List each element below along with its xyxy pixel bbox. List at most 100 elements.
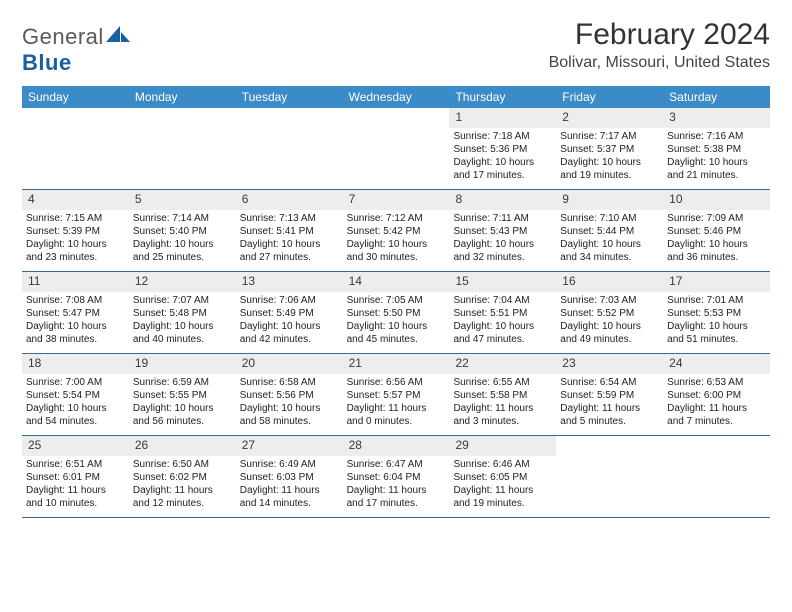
weekday-header-row: SundayMondayTuesdayWednesdayThursdayFrid…: [22, 86, 770, 108]
day-cell: 10Sunrise: 7:09 AMSunset: 5:46 PMDayligh…: [663, 190, 770, 271]
day-cell: [236, 108, 343, 189]
day-details: Sunrise: 7:15 AMSunset: 5:39 PMDaylight:…: [22, 210, 129, 268]
sunset-text: Sunset: 6:00 PM: [667, 389, 766, 402]
day-cell: 20Sunrise: 6:58 AMSunset: 5:56 PMDayligh…: [236, 354, 343, 435]
day-number: 19: [129, 354, 236, 374]
brand-blue: Blue: [22, 50, 72, 75]
sunset-text: Sunset: 5:59 PM: [560, 389, 659, 402]
sunset-text: Sunset: 5:44 PM: [560, 225, 659, 238]
sunrise-text: Sunrise: 6:53 AM: [667, 376, 766, 389]
day-number: 27: [236, 436, 343, 456]
day-cell: 29Sunrise: 6:46 AMSunset: 6:05 PMDayligh…: [449, 436, 556, 517]
sunrise-text: Sunrise: 7:01 AM: [667, 294, 766, 307]
sunset-text: Sunset: 5:54 PM: [26, 389, 125, 402]
day-details: Sunrise: 7:04 AMSunset: 5:51 PMDaylight:…: [449, 292, 556, 350]
sunrise-text: Sunrise: 6:56 AM: [347, 376, 446, 389]
sunset-text: Sunset: 5:40 PM: [133, 225, 232, 238]
sunrise-text: Sunrise: 7:17 AM: [560, 130, 659, 143]
day-cell: 2Sunrise: 7:17 AMSunset: 5:37 PMDaylight…: [556, 108, 663, 189]
weekday-header: Saturday: [663, 86, 770, 108]
day-cell: 28Sunrise: 6:47 AMSunset: 6:04 PMDayligh…: [343, 436, 450, 517]
day-number: 1: [449, 108, 556, 128]
day-number: 3: [663, 108, 770, 128]
day-number: 16: [556, 272, 663, 292]
sunrise-text: Sunrise: 7:15 AM: [26, 212, 125, 225]
day-details: Sunrise: 6:55 AMSunset: 5:58 PMDaylight:…: [449, 374, 556, 432]
weeks-container: 1Sunrise: 7:18 AMSunset: 5:36 PMDaylight…: [22, 108, 770, 518]
title-block: February 2024 Bolivar, Missouri, United …: [549, 18, 770, 72]
day-cell: [663, 436, 770, 517]
daylight-text: Daylight: 10 hours and 42 minutes.: [240, 320, 339, 346]
day-cell: [343, 108, 450, 189]
sunrise-text: Sunrise: 7:00 AM: [26, 376, 125, 389]
day-cell: 18Sunrise: 7:00 AMSunset: 5:54 PMDayligh…: [22, 354, 129, 435]
daylight-text: Daylight: 10 hours and 51 minutes.: [667, 320, 766, 346]
sunrise-text: Sunrise: 7:03 AM: [560, 294, 659, 307]
sunrise-text: Sunrise: 7:10 AM: [560, 212, 659, 225]
day-details: Sunrise: 7:13 AMSunset: 5:41 PMDaylight:…: [236, 210, 343, 268]
day-number: 11: [22, 272, 129, 292]
day-number: 15: [449, 272, 556, 292]
day-details: Sunrise: 6:54 AMSunset: 5:59 PMDaylight:…: [556, 374, 663, 432]
day-cell: 8Sunrise: 7:11 AMSunset: 5:43 PMDaylight…: [449, 190, 556, 271]
sunset-text: Sunset: 5:48 PM: [133, 307, 232, 320]
sunset-text: Sunset: 5:51 PM: [453, 307, 552, 320]
sunset-text: Sunset: 5:46 PM: [667, 225, 766, 238]
daylight-text: Daylight: 10 hours and 58 minutes.: [240, 402, 339, 428]
day-cell: 22Sunrise: 6:55 AMSunset: 5:58 PMDayligh…: [449, 354, 556, 435]
week-row: 1Sunrise: 7:18 AMSunset: 5:36 PMDaylight…: [22, 108, 770, 190]
sunset-text: Sunset: 5:38 PM: [667, 143, 766, 156]
weekday-header: Sunday: [22, 86, 129, 108]
day-details: Sunrise: 6:47 AMSunset: 6:04 PMDaylight:…: [343, 456, 450, 514]
sunrise-text: Sunrise: 7:18 AM: [453, 130, 552, 143]
brand-general: General: [22, 24, 104, 49]
day-details: Sunrise: 6:51 AMSunset: 6:01 PMDaylight:…: [22, 456, 129, 514]
sunset-text: Sunset: 5:49 PM: [240, 307, 339, 320]
sunset-text: Sunset: 5:52 PM: [560, 307, 659, 320]
day-number: 18: [22, 354, 129, 374]
day-details: Sunrise: 7:10 AMSunset: 5:44 PMDaylight:…: [556, 210, 663, 268]
day-number: 21: [343, 354, 450, 374]
day-number: 20: [236, 354, 343, 374]
sunrise-text: Sunrise: 7:05 AM: [347, 294, 446, 307]
daylight-text: Daylight: 10 hours and 40 minutes.: [133, 320, 232, 346]
day-details: Sunrise: 7:03 AMSunset: 5:52 PMDaylight:…: [556, 292, 663, 350]
weekday-header: Tuesday: [236, 86, 343, 108]
day-details: Sunrise: 7:16 AMSunset: 5:38 PMDaylight:…: [663, 128, 770, 186]
sunrise-text: Sunrise: 7:13 AM: [240, 212, 339, 225]
sunrise-text: Sunrise: 7:09 AM: [667, 212, 766, 225]
sunrise-text: Sunrise: 7:07 AM: [133, 294, 232, 307]
day-cell: 14Sunrise: 7:05 AMSunset: 5:50 PMDayligh…: [343, 272, 450, 353]
day-cell: 23Sunrise: 6:54 AMSunset: 5:59 PMDayligh…: [556, 354, 663, 435]
daylight-text: Daylight: 10 hours and 21 minutes.: [667, 156, 766, 182]
week-row: 4Sunrise: 7:15 AMSunset: 5:39 PMDaylight…: [22, 190, 770, 272]
daylight-text: Daylight: 10 hours and 19 minutes.: [560, 156, 659, 182]
day-number: 12: [129, 272, 236, 292]
day-number: 4: [22, 190, 129, 210]
daylight-text: Daylight: 11 hours and 3 minutes.: [453, 402, 552, 428]
day-cell: 4Sunrise: 7:15 AMSunset: 5:39 PMDaylight…: [22, 190, 129, 271]
daylight-text: Daylight: 11 hours and 7 minutes.: [667, 402, 766, 428]
daylight-text: Daylight: 10 hours and 27 minutes.: [240, 238, 339, 264]
sunrise-text: Sunrise: 7:12 AM: [347, 212, 446, 225]
month-title: February 2024: [549, 18, 770, 52]
daylight-text: Daylight: 10 hours and 17 minutes.: [453, 156, 552, 182]
day-cell: 26Sunrise: 6:50 AMSunset: 6:02 PMDayligh…: [129, 436, 236, 517]
sunset-text: Sunset: 5:55 PM: [133, 389, 232, 402]
calendar-grid: SundayMondayTuesdayWednesdayThursdayFrid…: [22, 86, 770, 518]
day-cell: 19Sunrise: 6:59 AMSunset: 5:55 PMDayligh…: [129, 354, 236, 435]
daylight-text: Daylight: 10 hours and 47 minutes.: [453, 320, 552, 346]
daylight-text: Daylight: 10 hours and 30 minutes.: [347, 238, 446, 264]
day-details: Sunrise: 7:18 AMSunset: 5:36 PMDaylight:…: [449, 128, 556, 186]
daylight-text: Daylight: 10 hours and 56 minutes.: [133, 402, 232, 428]
day-number: 9: [556, 190, 663, 210]
day-details: Sunrise: 7:11 AMSunset: 5:43 PMDaylight:…: [449, 210, 556, 268]
day-cell: 24Sunrise: 6:53 AMSunset: 6:00 PMDayligh…: [663, 354, 770, 435]
day-details: Sunrise: 7:05 AMSunset: 5:50 PMDaylight:…: [343, 292, 450, 350]
day-number: 5: [129, 190, 236, 210]
daylight-text: Daylight: 11 hours and 12 minutes.: [133, 484, 232, 510]
day-number: 2: [556, 108, 663, 128]
week-row: 25Sunrise: 6:51 AMSunset: 6:01 PMDayligh…: [22, 436, 770, 518]
day-details: Sunrise: 7:06 AMSunset: 5:49 PMDaylight:…: [236, 292, 343, 350]
sunrise-text: Sunrise: 6:50 AM: [133, 458, 232, 471]
